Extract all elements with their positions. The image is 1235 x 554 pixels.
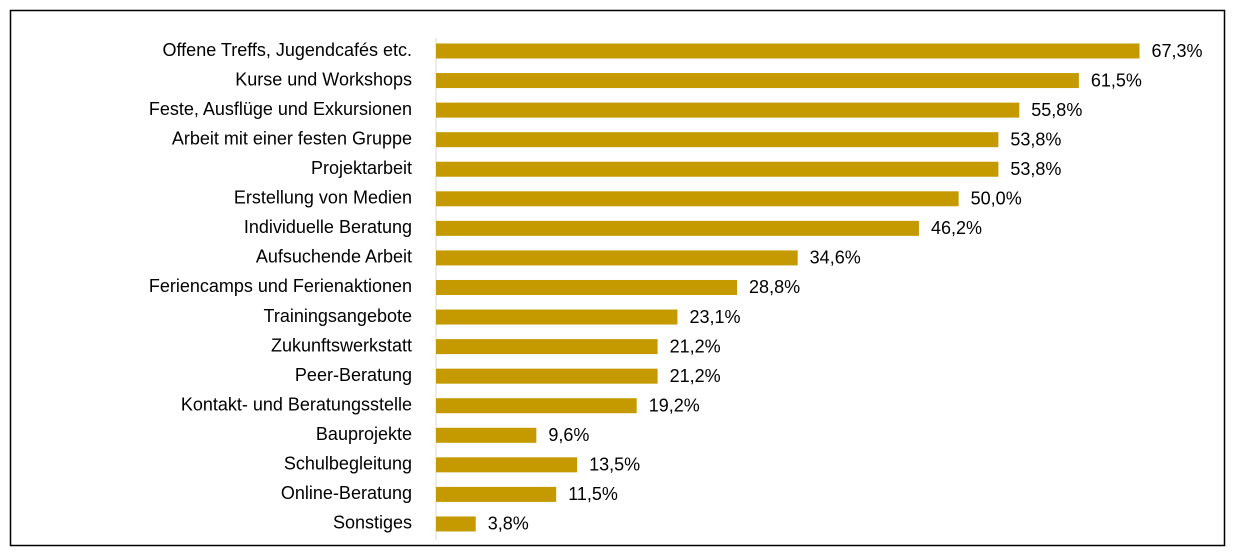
category-label: Feriencamps und Ferienaktionen bbox=[149, 276, 412, 296]
bar bbox=[436, 309, 678, 325]
bar bbox=[436, 398, 637, 414]
category-label: Feste, Ausflüge und Exkursionen bbox=[149, 99, 412, 119]
chart-border bbox=[9, 9, 1226, 547]
bar bbox=[436, 486, 557, 502]
category-label: Arbeit mit einer festen Gruppe bbox=[172, 128, 412, 148]
bar bbox=[436, 457, 578, 473]
value-label: 67,3% bbox=[1152, 41, 1203, 61]
category-label: Individuelle Beratung bbox=[244, 217, 412, 237]
value-label: 13,5% bbox=[589, 455, 640, 475]
value-label: 61,5% bbox=[1091, 70, 1142, 90]
category-label: Sonstiges bbox=[333, 513, 412, 533]
bar bbox=[436, 102, 1020, 118]
category-label: Aufsuchende Arbeit bbox=[256, 247, 412, 267]
value-label: 46,2% bbox=[931, 218, 982, 238]
value-label: 11,5% bbox=[568, 484, 618, 504]
category-label: Zukunftswerkstatt bbox=[271, 335, 412, 355]
category-label: Kontakt- und Beratungsstelle bbox=[181, 394, 412, 414]
bar bbox=[436, 250, 798, 266]
category-label: Bauprojekte bbox=[316, 424, 412, 444]
bar bbox=[436, 368, 658, 384]
bar bbox=[436, 516, 476, 532]
value-label: 34,6% bbox=[810, 248, 861, 268]
bar bbox=[436, 73, 1079, 89]
category-label: Trainingsangebote bbox=[264, 306, 412, 326]
category-label: Online-Beratung bbox=[281, 483, 412, 503]
value-label: 23,1% bbox=[689, 307, 740, 327]
value-label: 9,6% bbox=[548, 425, 589, 445]
category-label: Schulbegleitung bbox=[284, 454, 412, 474]
bar bbox=[436, 132, 999, 148]
bar bbox=[436, 43, 1140, 59]
bar bbox=[436, 161, 999, 177]
value-label: 53,8% bbox=[1010, 129, 1061, 149]
value-label: 50,0% bbox=[971, 189, 1022, 209]
value-label: 21,2% bbox=[670, 366, 721, 386]
bar bbox=[436, 220, 919, 236]
category-label: Kurse und Workshops bbox=[235, 69, 412, 89]
bar bbox=[436, 191, 959, 207]
category-label: Erstellung von Medien bbox=[234, 188, 412, 208]
category-label: Peer-Beratung bbox=[295, 365, 412, 385]
value-label: 19,2% bbox=[649, 395, 700, 415]
value-label: 28,8% bbox=[749, 277, 800, 297]
value-label: 21,2% bbox=[670, 336, 721, 356]
category-label: Projektarbeit bbox=[311, 158, 412, 178]
category-label: Offene Treffs, Jugendcafés etc. bbox=[163, 40, 413, 60]
value-label: 3,8% bbox=[488, 514, 529, 534]
bar bbox=[436, 427, 537, 443]
value-label: 53,8% bbox=[1010, 159, 1061, 179]
bar bbox=[436, 279, 738, 295]
bar bbox=[436, 339, 658, 355]
value-label: 55,8% bbox=[1031, 100, 1082, 120]
